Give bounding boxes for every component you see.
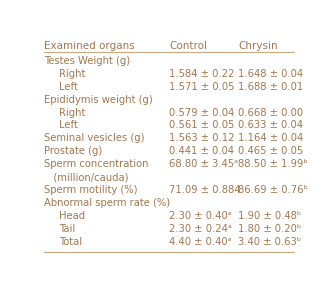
Text: 0.668 ± 0.00: 0.668 ± 0.00	[238, 107, 303, 118]
Text: 1.688 ± 0.01: 1.688 ± 0.01	[238, 82, 303, 92]
Text: 0.441 ± 0.04: 0.441 ± 0.04	[169, 146, 234, 156]
Text: Left: Left	[59, 120, 78, 130]
Text: Chrysin: Chrysin	[238, 41, 278, 51]
Text: Examined organs: Examined organs	[44, 41, 135, 51]
Text: 4.40 ± 0.40ᵃ: 4.40 ± 0.40ᵃ	[169, 236, 232, 247]
Text: Tail: Tail	[59, 224, 75, 234]
Text: 71.09 ± 0.884: 71.09 ± 0.884	[169, 185, 241, 195]
Text: Abnormal sperm rate (%): Abnormal sperm rate (%)	[44, 198, 170, 208]
Text: Left: Left	[59, 82, 78, 92]
Text: 1.80 ± 0.20ᵇ: 1.80 ± 0.20ᵇ	[238, 224, 301, 234]
Text: 0.561 ± 0.05: 0.561 ± 0.05	[169, 120, 235, 130]
Text: Testes Weight (g): Testes Weight (g)	[44, 56, 130, 66]
Text: Prostate (g): Prostate (g)	[44, 146, 102, 156]
Text: Epididymis weight (g): Epididymis weight (g)	[44, 95, 152, 105]
Text: Total: Total	[59, 236, 82, 247]
Text: 86.69 ± 0.76ᵇ: 86.69 ± 0.76ᵇ	[238, 185, 308, 195]
Text: 0.633 ± 0.04: 0.633 ± 0.04	[238, 120, 303, 130]
Text: 1.648 ± 0.04: 1.648 ± 0.04	[238, 69, 303, 79]
Text: Control: Control	[169, 41, 207, 51]
Text: 68.80 ± 3.45ᵃ: 68.80 ± 3.45ᵃ	[169, 159, 238, 169]
Text: Seminal vesicles (g): Seminal vesicles (g)	[44, 133, 144, 143]
Text: Sperm concentration: Sperm concentration	[44, 159, 148, 169]
Text: 3.40 ± 0.63ᵇ: 3.40 ± 0.63ᵇ	[238, 236, 301, 247]
Text: Head: Head	[59, 211, 85, 221]
Text: (million/cauda): (million/cauda)	[44, 172, 128, 182]
Text: Right: Right	[59, 69, 85, 79]
Text: 1.164 ± 0.04: 1.164 ± 0.04	[238, 133, 303, 143]
Text: 1.563 ± 0.12: 1.563 ± 0.12	[169, 133, 235, 143]
Text: 1.571 ± 0.05: 1.571 ± 0.05	[169, 82, 235, 92]
Text: 1.90 ± 0.48ᵇ: 1.90 ± 0.48ᵇ	[238, 211, 301, 221]
Text: 2.30 ± 0.24ᵃ: 2.30 ± 0.24ᵃ	[169, 224, 232, 234]
Text: 88.50 ± 1.99ᵇ: 88.50 ± 1.99ᵇ	[238, 159, 308, 169]
Text: 2.30 ± 0.40ᵃ: 2.30 ± 0.40ᵃ	[169, 211, 232, 221]
Text: Right: Right	[59, 107, 85, 118]
Text: 0.579 ± 0.04: 0.579 ± 0.04	[169, 107, 234, 118]
Text: 0.465 ± 0.05: 0.465 ± 0.05	[238, 146, 303, 156]
Text: Sperm motility (%): Sperm motility (%)	[44, 185, 137, 195]
Text: 1.584 ± 0.22: 1.584 ± 0.22	[169, 69, 235, 79]
